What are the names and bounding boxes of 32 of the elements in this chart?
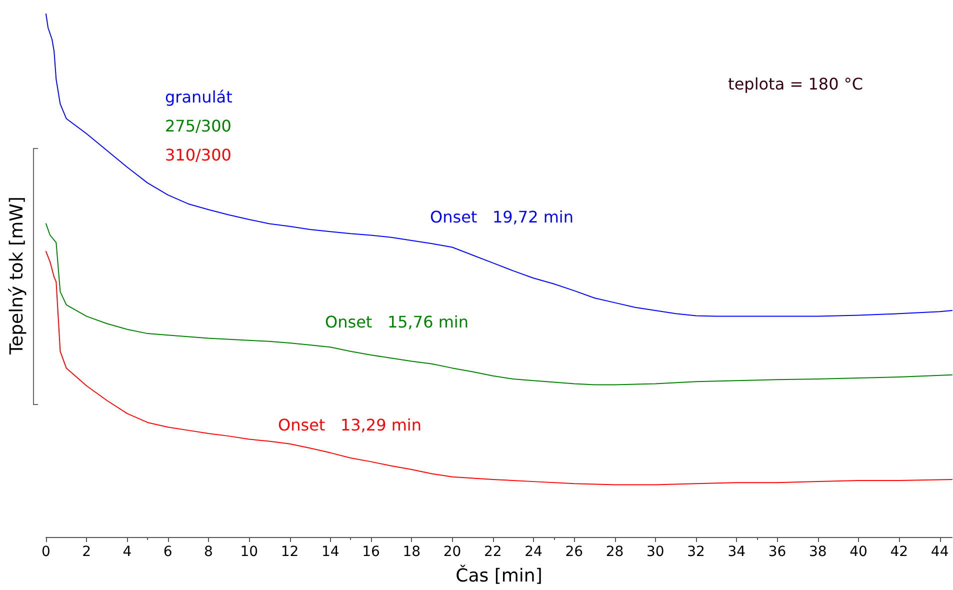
x-tick-label: 44	[930, 544, 949, 560]
x-tick-label: 28	[606, 544, 624, 560]
x-tick-label: 32	[687, 544, 705, 560]
text: granulát	[165, 88, 232, 106]
annotation: Onset 13,29 min	[278, 416, 422, 434]
text: 310/300	[165, 146, 232, 164]
x-tick-label: 26	[565, 544, 584, 560]
x-tick-label: 40	[850, 544, 868, 560]
x-tick-label: 20	[443, 544, 462, 560]
x-tick-label: 34	[728, 544, 746, 560]
x-tick-label: 36	[768, 544, 786, 560]
annotation: Onset 19,72 min	[430, 208, 574, 226]
x-tick-label: 30	[646, 544, 664, 560]
x-tick-label: 4	[122, 544, 132, 560]
x-tick-label: 8	[204, 544, 213, 560]
text: 275/300	[165, 116, 232, 136]
x-tick-label: 12	[280, 544, 299, 560]
x-tick-label: 6	[163, 544, 172, 560]
x-tick-label: 18	[402, 544, 421, 560]
x-tick-label: 0	[42, 544, 50, 560]
x-tick-label: 38	[809, 544, 827, 560]
y-axis-title: Tepelný tok [mW]	[6, 196, 28, 356]
annotation: teplota = 180 °C	[728, 74, 864, 94]
x-tick-label: 42	[890, 544, 908, 560]
x-tick-label: 14	[321, 544, 340, 560]
x-tick-label: 24	[524, 544, 543, 560]
annotation: Onset 15,76 min	[325, 312, 469, 332]
x-tick-label: 22	[484, 544, 502, 560]
x-axis-title: Čas [min]	[456, 564, 542, 586]
x-tick-label: 10	[240, 544, 258, 560]
x-tick-label: 2	[82, 544, 92, 560]
x-tick-label: 16	[362, 544, 380, 560]
